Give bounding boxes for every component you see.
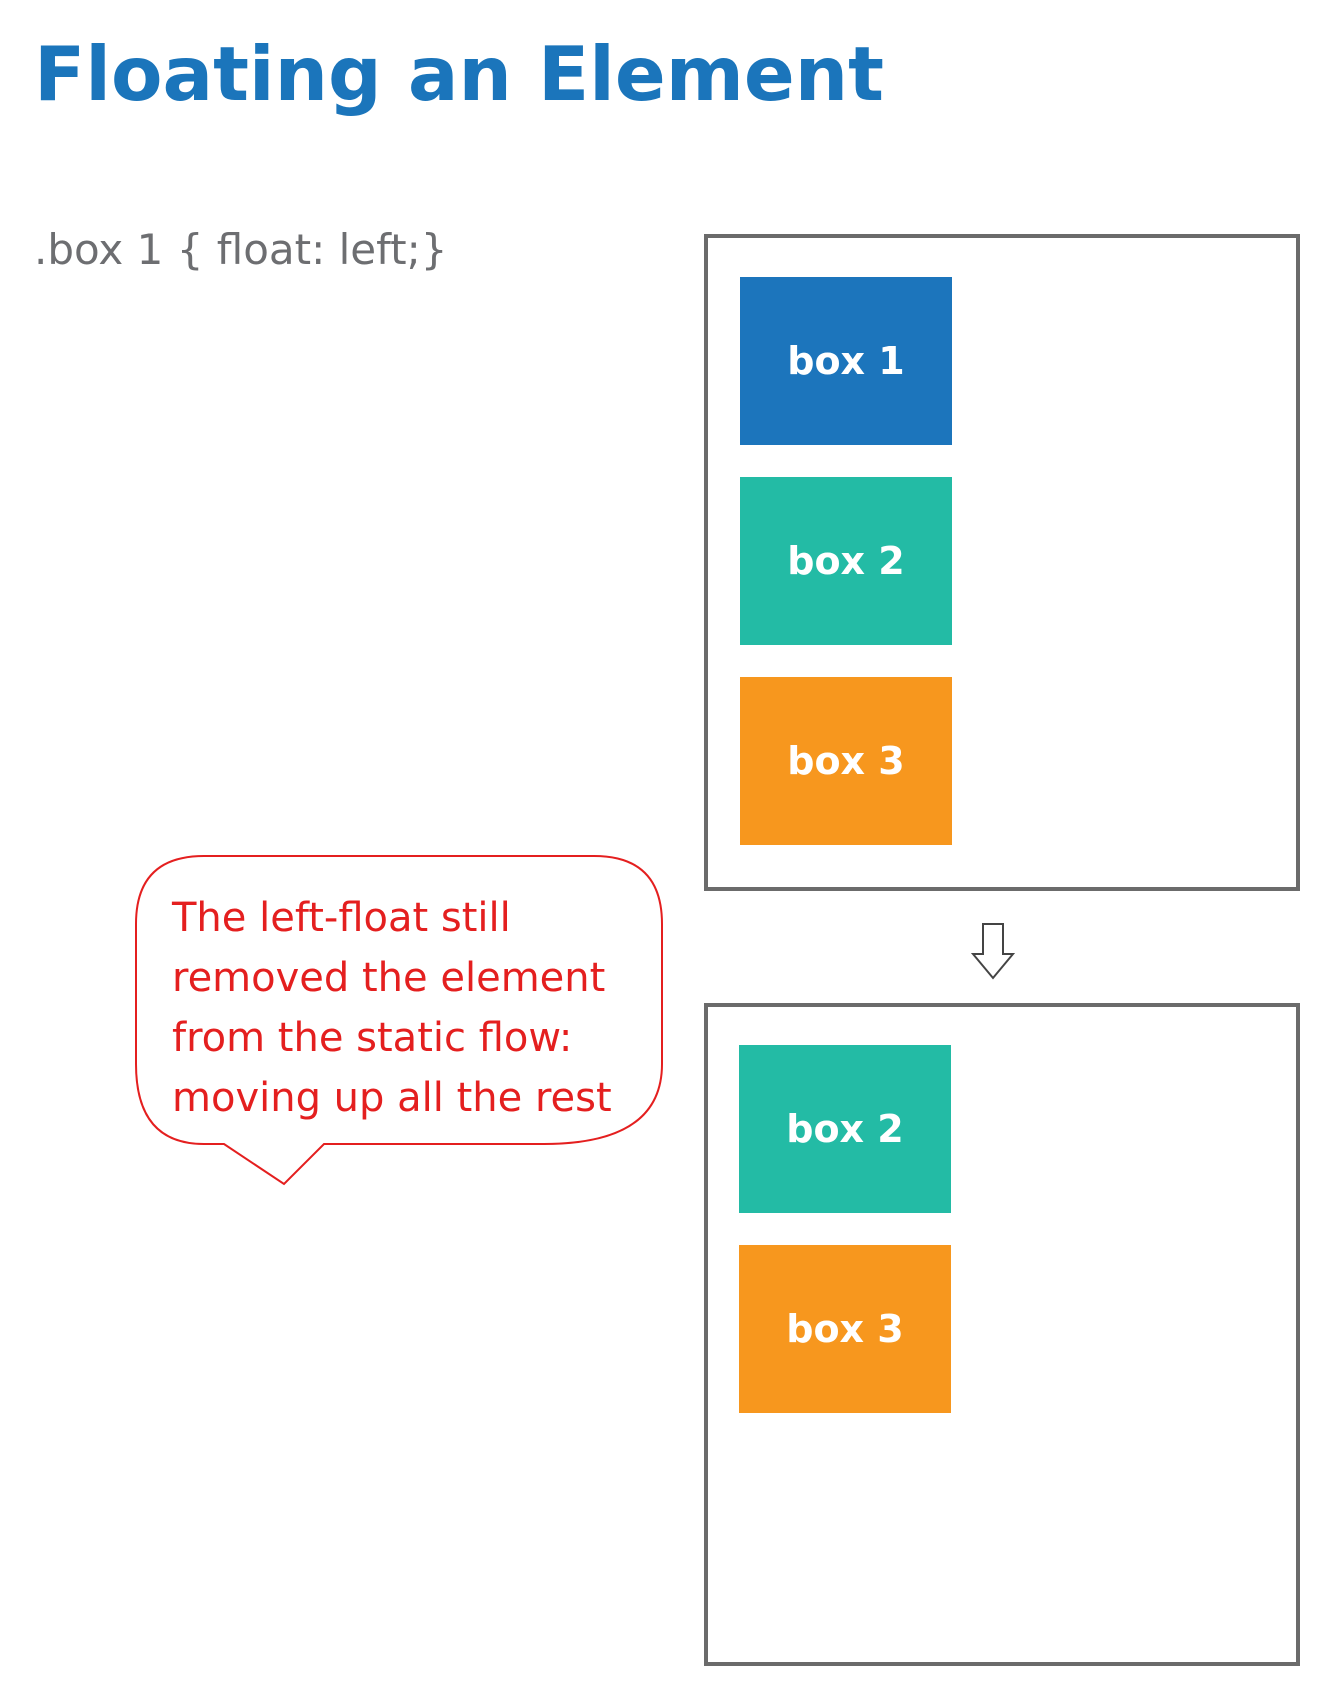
box-2-moved-up: box 2 [739, 1045, 951, 1213]
down-arrow-icon [971, 923, 1015, 980]
callout-line: removed the element [172, 955, 606, 1001]
container-before-float: box 1 box 2 box 3 [704, 234, 1300, 891]
slide-title: Floating an Element [34, 30, 885, 118]
container-after-float: box 2 box 3 [704, 1003, 1300, 1666]
css-rule-text: .box 1 { float: left;} [34, 225, 448, 274]
box-3-moved-up: box 3 [739, 1245, 951, 1413]
box-1: box 1 [740, 277, 952, 445]
callout-line: from the static flow: [172, 1015, 573, 1061]
box-3: box 3 [740, 677, 952, 845]
speech-bubble-callout [135, 855, 663, 1186]
callout-line: The left-float still [172, 895, 511, 941]
callout-text: The left-float still removed the element… [172, 888, 642, 1128]
callout-line: moving up all the rest [172, 1075, 612, 1121]
box-2: box 2 [740, 477, 952, 645]
